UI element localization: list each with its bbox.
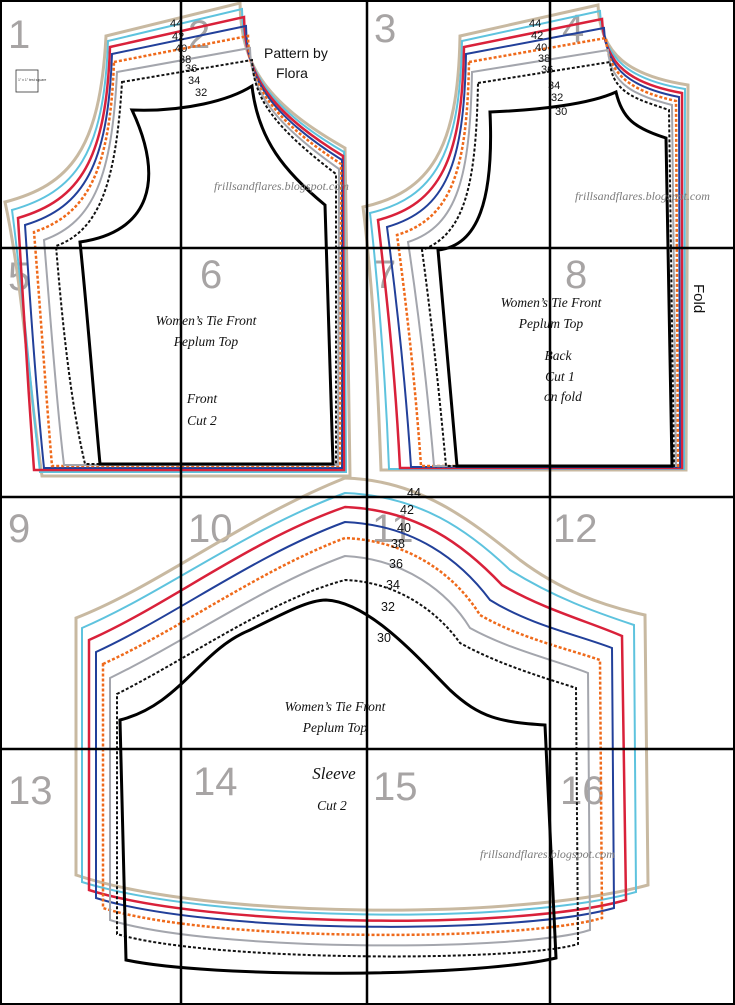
sleeve-title-line-2: Peplum Top [302, 720, 368, 735]
front-size-40: 40 [175, 43, 187, 55]
sleeve-size-30: 30 [377, 631, 391, 645]
test-square-label: 1" x 1" test square [18, 78, 46, 82]
credit-line-2: Flora [276, 65, 308, 81]
front-size-44: 44 [170, 18, 182, 30]
back-size-34: 34 [548, 80, 560, 92]
front-piece-name: Front [186, 391, 218, 406]
sleeve-line-size-34 [109, 554, 592, 947]
back-size-40: 40 [535, 42, 547, 54]
back-size-labels: 44 42 40 38 36 34 32 30 [529, 18, 567, 118]
sleeve-size-labels: 44 42 40 38 36 34 32 30 [377, 486, 421, 645]
sleeve-labels: Women’s Tie Front Peplum Top Sleeve Cut … [285, 699, 387, 813]
back-size-32: 32 [551, 92, 563, 104]
tile-numbers: 1 2 3 4 5 6 7 8 9 10 11 12 13 14 15 16 [8, 7, 605, 813]
back-size-30: 30 [555, 106, 567, 118]
credit: Pattern by Flora [264, 45, 328, 81]
back-line-size-40 [376, 17, 684, 470]
front-cut: Cut 2 [187, 413, 217, 428]
back-line-size-44 [361, 3, 690, 472]
sleeve-line-size-30 [118, 598, 558, 975]
sleeve-size-34: 34 [386, 578, 400, 592]
sleeve-size-32: 32 [381, 600, 395, 614]
front-labels: Women’s Tie Front Peplum Top Front Cut 2 [156, 313, 258, 428]
back-line-size-34 [406, 48, 678, 467]
tile-number-6: 6 [200, 253, 222, 297]
front-bodice-pattern [3, 1, 352, 478]
tile-number-10: 10 [188, 507, 233, 551]
watermark-sleeve: frillsandflares.blogspot.com [480, 847, 615, 861]
sleeve-size-44: 44 [407, 486, 421, 500]
back-line-size-32 [420, 60, 676, 467]
back-size-44: 44 [529, 18, 541, 30]
back-title-line-2: Peplum Top [518, 316, 584, 331]
tile-number-1: 1 [8, 13, 30, 57]
tile-number-12: 12 [553, 507, 598, 551]
front-size-32: 32 [195, 87, 207, 99]
front-line-size-36 [32, 34, 343, 468]
front-size-42: 42 [172, 31, 184, 43]
front-line-size-32 [54, 58, 337, 465]
sleeve-size-40: 40 [397, 521, 411, 535]
back-labels: Women’s Tie Front Peplum Top Back Cut 1 … [501, 295, 603, 404]
front-line-size-38 [23, 24, 343, 469]
front-size-36: 36 [185, 63, 197, 75]
back-size-38: 38 [538, 53, 550, 65]
watermark-front: frillsandflares.blogspot.com [214, 179, 349, 193]
sleeve-line-size-42 [81, 491, 638, 916]
front-line-size-30 [78, 83, 335, 466]
credit-line-1: Pattern by [264, 45, 328, 61]
sleeve-line-size-40 [87, 505, 628, 922]
fold-label: Fold [690, 284, 707, 313]
sleeve-pattern [74, 476, 650, 975]
tile-number-15: 15 [373, 765, 418, 809]
front-line-size-34 [42, 46, 341, 466]
front-size-34: 34 [188, 75, 200, 87]
front-size-38: 38 [179, 54, 191, 66]
sleeve-line-size-44 [74, 476, 650, 912]
sleeve-size-42: 42 [400, 503, 414, 517]
sleeve-size-38: 38 [391, 537, 405, 551]
front-title-line-1: Women’s Tie Front [156, 313, 258, 328]
sleeve-line-size-38 [95, 520, 616, 928]
back-size-36: 36 [541, 64, 553, 76]
tile-number-9: 9 [8, 507, 30, 551]
front-title-line-2: Peplum Top [173, 334, 239, 349]
watermark-back: frillsandflares.blogspot.com [575, 189, 710, 203]
back-line-size-30 [436, 89, 674, 468]
tile-number-3: 3 [374, 7, 396, 51]
back-piece-name: Back [545, 348, 573, 363]
sleeve-piece-name: Sleeve [312, 764, 356, 783]
back-bodice-pattern [361, 3, 690, 472]
sleeve-cut: Cut 2 [317, 798, 347, 813]
back-size-42: 42 [531, 30, 543, 42]
tile-number-16: 16 [560, 769, 605, 813]
back-line-size-36 [395, 36, 680, 468]
sleeve-title-line-1: Women’s Tie Front [285, 699, 387, 714]
back-cut-line-2: on fold [544, 389, 582, 404]
sleeve-size-36: 36 [389, 557, 403, 571]
tile-number-8: 8 [565, 253, 587, 297]
sleeve-line-size-32 [116, 578, 580, 958]
tile-number-13: 13 [8, 769, 53, 813]
tile-number-14: 14 [193, 760, 238, 804]
front-size-labels: 44 42 40 38 36 34 32 [170, 18, 207, 99]
front-line-size-40 [16, 15, 346, 472]
test-square: 1" x 1" test square [15, 69, 46, 93]
back-line-size-42 [368, 9, 687, 470]
back-title-line-1: Women’s Tie Front [501, 295, 603, 310]
back-cut-line-1: Cut 1 [545, 369, 575, 384]
back-line-size-38 [385, 26, 682, 468]
